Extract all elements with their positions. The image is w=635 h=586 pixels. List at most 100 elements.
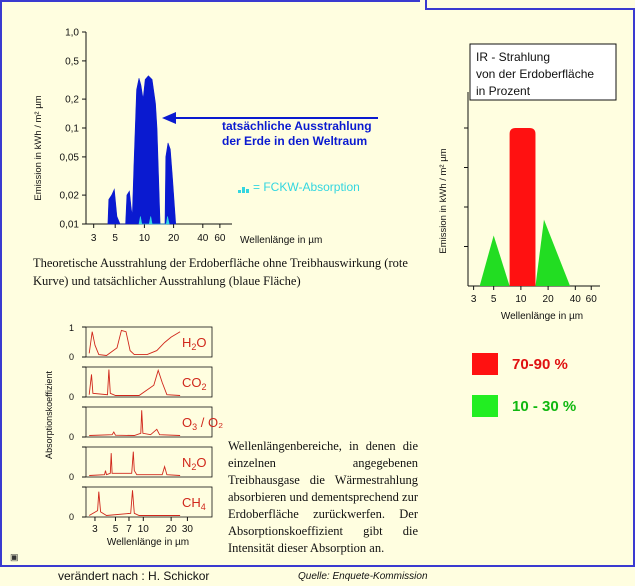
- frame-bottom: [0, 565, 635, 567]
- caption-emission: Theoretische Ausstrahlung der Erdoberflä…: [33, 256, 408, 288]
- absorption-curve: [89, 410, 181, 436]
- legend-green-swatch: [472, 395, 498, 417]
- fckw-legend-swatch: [242, 187, 245, 193]
- title-line: in Prozent: [476, 84, 531, 98]
- gas-label-rest: / O₂: [197, 415, 223, 430]
- x-tick-label: 3: [471, 294, 477, 305]
- y-tick-label: 0: [69, 432, 74, 442]
- absorption-panel-frame: [85, 326, 213, 358]
- frame-right: [633, 10, 635, 567]
- x-tick-label: 20: [166, 524, 178, 535]
- x-tick-label: 5: [113, 524, 119, 535]
- x-tick-label: 60: [586, 294, 598, 305]
- y-tick-label: 0,2: [65, 95, 79, 106]
- y-tick-label: 0,5: [65, 56, 79, 67]
- gas-label: CO2: [182, 375, 207, 392]
- gas-label-subscript: 4: [201, 502, 206, 512]
- gas-label: H2O: [182, 335, 207, 352]
- absorption-panel-frame: [85, 486, 213, 518]
- absorption-panel-frame: [85, 366, 213, 398]
- green-peak-left: [479, 235, 510, 286]
- x-tick-label: 40: [570, 294, 582, 305]
- gas-label: O3 / O₂: [182, 415, 223, 432]
- legend-green-label: 10 - 30 %: [512, 397, 577, 415]
- legend-red-label: 70-90 %: [512, 355, 568, 373]
- y-axis-title: Emission in kWh / m² µm: [438, 148, 449, 253]
- fckw-legend-swatch: [238, 190, 241, 193]
- gas-label-base: O: [182, 415, 192, 430]
- frame-left: [0, 0, 2, 567]
- y-tick-label: 0: [69, 512, 74, 522]
- legend-green-row: 10 - 30 %: [472, 395, 576, 417]
- y-tick-label: 1: [69, 323, 74, 333]
- legend-red-swatch: [472, 353, 498, 375]
- fckw-legend-label: = FCKW-Absorption: [253, 180, 360, 194]
- gas-label-subscript: 2: [191, 342, 196, 352]
- x-tick-label: 60: [214, 233, 226, 244]
- x-tick-label: 10: [515, 294, 527, 305]
- x-axis-title: Wellenlänge in µm: [501, 311, 583, 322]
- x-tick-label: 3: [91, 233, 97, 244]
- footer-source: Quelle: Enquete-Kommission: [298, 571, 428, 582]
- x-axis-title: Wellenlänge in µm: [107, 537, 189, 548]
- gas-label-subscript: 3: [192, 422, 197, 432]
- gas-label-base: N: [182, 455, 191, 470]
- absorption-curve: [88, 490, 181, 516]
- y-tick-label: 0,1: [65, 124, 79, 135]
- absorption-curve: [88, 368, 181, 396]
- y-tick-label: 0,02: [60, 191, 80, 202]
- legend-red-row: 70-90 %: [472, 353, 568, 375]
- x-tick-label: 20: [543, 294, 555, 305]
- x-axis-title: Wellenlänge in µm: [240, 235, 322, 246]
- gas-label-base: CH: [182, 495, 201, 510]
- x-tick-label: 5: [112, 233, 118, 244]
- y-tick-label: 0: [69, 392, 74, 402]
- document-icon: ▣: [10, 552, 19, 562]
- frame-top: [0, 0, 420, 2]
- red-window-block: [509, 128, 536, 286]
- y-axis-title: Emission in kWh / m² µm: [33, 95, 44, 200]
- fckw-legend-swatch: [246, 189, 249, 193]
- x-tick-label: 30: [182, 524, 194, 535]
- frame-step-vertical: [425, 0, 427, 10]
- actual-emission-area: [107, 75, 177, 225]
- annotation-line-1: tatsächliche Ausstrahlung: [222, 119, 372, 133]
- y-tick-label: 0,05: [60, 152, 80, 163]
- x-tick-label: 40: [197, 233, 209, 244]
- title-box: [469, 43, 617, 101]
- y-tick-label: 0: [69, 472, 74, 482]
- absorption-curve: [88, 329, 181, 356]
- gas-label-base: CO: [182, 375, 202, 390]
- title-line: von der Erdoberfläche: [476, 67, 594, 81]
- x-tick-label: 7: [126, 524, 132, 535]
- absorption-curve: [89, 451, 181, 476]
- absorption-panel-frame: [85, 406, 213, 438]
- title-line: IR - Strahlung: [476, 50, 550, 64]
- x-tick-label: 20: [168, 233, 180, 244]
- emission-spectrum-chart: 1,0 0,5 0,2 0,1 0,05 0,02 0,01 3 5 10 20 40 60 Wellen…: [33, 28, 378, 246]
- x-tick-label: 10: [139, 233, 151, 244]
- y-tick-label: 1,0: [65, 28, 79, 39]
- y-tick-label: 0: [69, 352, 74, 362]
- gas-label-subscript: 2: [202, 382, 207, 392]
- x-tick-label: 10: [138, 524, 150, 535]
- y-axis-title: Absorptionskoeffizient: [44, 371, 54, 459]
- y-tick-label: 0,01: [60, 220, 80, 231]
- gas-label: CH4: [182, 495, 206, 512]
- gas-label-rest: O: [196, 455, 206, 470]
- annotation-line-2: der Erde in den Weltraum: [222, 134, 367, 148]
- gas-label-base: H: [182, 335, 191, 350]
- x-tick-label: 3: [92, 524, 98, 535]
- gas-label-subscript: 2: [191, 462, 196, 472]
- gas-label-rest: O: [196, 335, 206, 350]
- caption-absorption: Wellenlängenbereiche, in denen die einze…: [228, 439, 418, 555]
- gas-label: N2O: [182, 455, 207, 472]
- frame-step: [425, 8, 635, 10]
- footer-credit: verändert nach : H. Schickor: [58, 569, 210, 583]
- fckw-absorption-area: [138, 216, 170, 225]
- green-peak-right: [535, 219, 571, 286]
- absorption-panel-frame: [85, 446, 213, 478]
- ir-percent-chart: IR - Strahlung von der Erdoberfläche in Pr…: [438, 43, 617, 322]
